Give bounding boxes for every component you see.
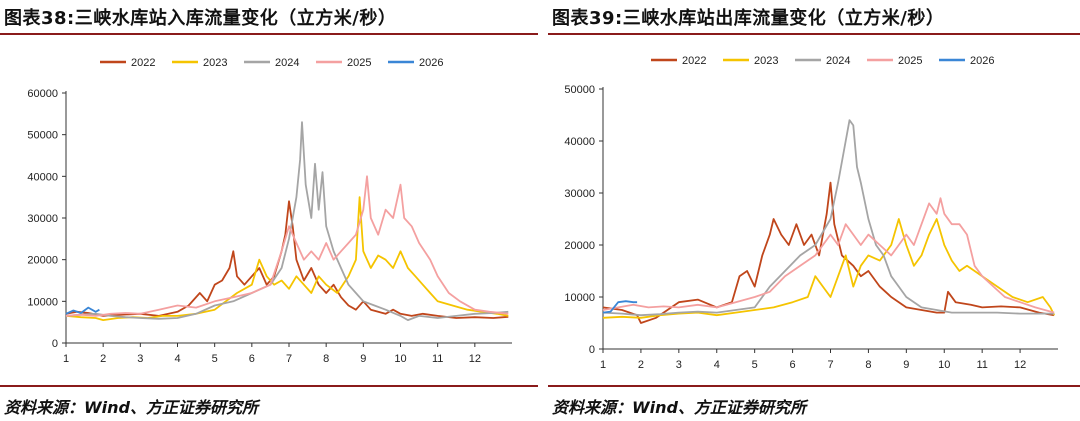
series-line-2022 [65, 200, 509, 319]
x-tick-label: 1 [63, 353, 69, 365]
chart-panel-left: 图表38:三峡水库站入库流量变化（立方米/秒） 0 10000 20000 30000… [0, 0, 538, 421]
legend-label-2025: 2025 [347, 57, 371, 69]
legend-label-2023: 2023 [754, 55, 778, 67]
series-line-2024 [65, 121, 509, 321]
series-line-2026 [65, 306, 100, 315]
y-tick-label: 60000 [27, 88, 58, 100]
y-tick-label: 0 [589, 344, 595, 356]
legend-label-2025: 2025 [898, 55, 922, 67]
legend-label-2022: 2022 [131, 57, 155, 69]
source-rule [0, 385, 538, 387]
x-tick-label: 9 [903, 359, 909, 371]
x-tick-label: 6 [249, 353, 255, 365]
source-note: 资料来源：Wind、方正证券研究所 [552, 398, 806, 417]
legend-label-2023: 2023 [203, 57, 227, 69]
x-tick-label: 4 [714, 359, 720, 371]
x-tick-label: 6 [790, 359, 796, 371]
y-tick-label: 40000 [27, 171, 58, 183]
x-tick-label: 2 [638, 359, 644, 371]
x-tick-label: 4 [174, 353, 180, 365]
x-tick-label: 5 [752, 359, 758, 371]
series-line-2023 [65, 196, 509, 321]
x-tick-label: 9 [360, 353, 366, 365]
x-tick-label: 8 [865, 359, 871, 371]
x-tick-label: 12 [1014, 359, 1026, 371]
y-tick-label: 30000 [27, 213, 58, 225]
legend-label-2026: 2026 [419, 57, 443, 69]
chart-panel-right: 图表39:三峡水库站出库流量变化（立方米/秒） 0 10000 20000 30000… [548, 0, 1080, 421]
x-tick-label: 3 [676, 359, 682, 371]
y-tick-label: 50000 [564, 84, 595, 96]
source-note: 资料来源：Wind、方正证券研究所 [4, 398, 258, 417]
x-tick-label: 11 [432, 353, 443, 365]
series-line-2023 [602, 218, 1056, 319]
x-tick-label: 7 [827, 359, 833, 371]
x-tick-label: 3 [137, 353, 143, 365]
x-tick-label: 10 [394, 353, 406, 365]
chart-title: 图表38:三峡水库站入库流量变化（立方米/秒） [4, 8, 397, 29]
x-tick-label: 1 [600, 359, 606, 371]
legend-label-2026: 2026 [970, 55, 994, 67]
chart-title: 图表39:三峡水库站出库流量变化（立方米/秒） [552, 8, 945, 29]
legend-label-2024: 2024 [275, 57, 299, 69]
y-tick-label: 40000 [564, 136, 595, 148]
y-tick-label: 50000 [27, 130, 58, 142]
x-tick-label: 10 [938, 359, 950, 371]
legend-label-2022: 2022 [682, 55, 706, 67]
x-tick-label: 8 [323, 353, 329, 365]
y-tick-label: 10000 [564, 292, 595, 304]
series-line-2025 [65, 175, 509, 317]
y-tick-label: 0 [52, 338, 58, 350]
y-tick-label: 20000 [564, 240, 595, 252]
x-tick-label: 2 [100, 353, 106, 365]
series-line-2025 [602, 197, 1055, 314]
series-line-2024 [602, 119, 1055, 317]
title-rule [0, 33, 538, 35]
x-tick-label: 7 [286, 353, 292, 365]
series-line-2022 [602, 181, 1055, 324]
y-tick-label: 10000 [27, 296, 58, 308]
title-rule [548, 33, 1080, 35]
legend-label-2024: 2024 [826, 55, 850, 67]
x-tick-label: 5 [212, 353, 218, 365]
x-tick-label: 11 [976, 359, 987, 371]
x-tick-label: 12 [469, 353, 481, 365]
y-tick-label: 20000 [27, 255, 58, 267]
y-tick-label: 30000 [564, 188, 595, 200]
source-rule [548, 385, 1080, 387]
series-line-2026 [602, 300, 638, 314]
